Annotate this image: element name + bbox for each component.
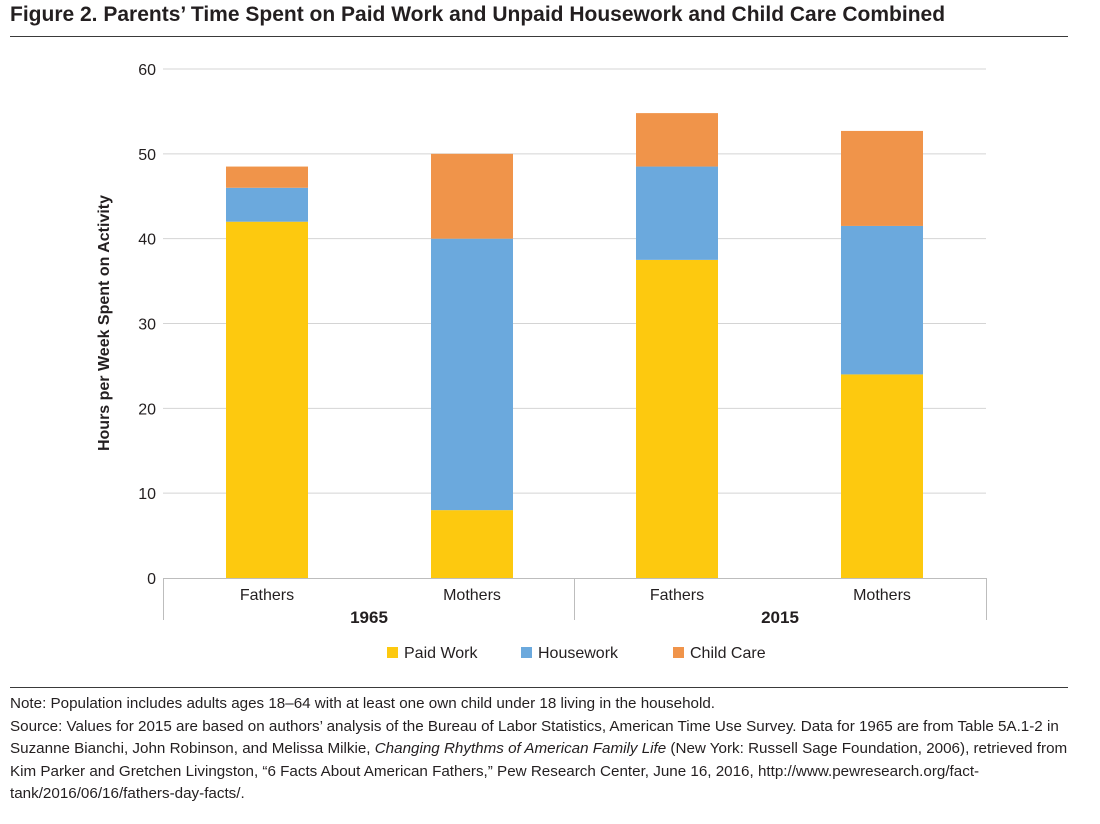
- group-label: 2015: [761, 608, 799, 627]
- title-rule: [10, 36, 1068, 37]
- x-category-label: Mothers: [443, 587, 501, 604]
- x-category-label: Mothers: [853, 587, 911, 604]
- bar-segment-housework: [841, 225, 923, 375]
- legend-label: Paid Work: [404, 645, 479, 662]
- group-label: 1965: [350, 608, 388, 627]
- bar-segment-housework: [226, 187, 308, 222]
- legend-label: Child Care: [690, 645, 766, 662]
- source-text-end: (New York: Russell Sage Foundation, 2006…: [10, 740, 1068, 802]
- bars: [226, 113, 923, 578]
- x-category-label: Fathers: [240, 587, 294, 604]
- bar-segment-housework: [636, 166, 718, 260]
- bar-segment-housework: [431, 238, 513, 511]
- category-axis: [163, 578, 987, 620]
- bar-segment-paid-work: [636, 259, 718, 578]
- figure-title: Figure 2. Parents’ Time Spent on Paid Wo…: [10, 3, 946, 26]
- legend-swatch: [673, 647, 684, 658]
- notes-rule: [10, 687, 1068, 688]
- y-tick-label: 0: [147, 571, 156, 588]
- y-tick-label: 60: [138, 62, 156, 79]
- source-text-start: Source: Values for 2015 are based on aut…: [10, 717, 1059, 758]
- stacked-bar-chart: 0 10 20 30 40 50 60 Fathers Mothers Fathers Mothe…: [96, 62, 987, 662]
- figure-notes: Note: Population includes adults ages 18…: [10, 693, 1072, 806]
- book-title: Changing Rhythms of American Family Life: [374, 740, 667, 757]
- y-tick-label: 20: [138, 401, 156, 418]
- y-tick-label: 50: [138, 147, 156, 164]
- bar-segment-paid-work: [431, 510, 513, 578]
- bar-segment-paid-work: [226, 221, 308, 578]
- bar-segment-child-care: [636, 113, 718, 167]
- legend-swatch: [521, 647, 532, 658]
- y-tick-label: 40: [138, 232, 156, 249]
- y-tick-labels: 0 10 20 30 40 50 60: [138, 62, 156, 588]
- group-labels: 1965 2015: [350, 608, 799, 627]
- bar-segment-child-care: [431, 153, 513, 239]
- y-tick-label: 10: [138, 486, 156, 503]
- bar-segment-child-care: [226, 166, 308, 188]
- bar-segment-paid-work: [841, 374, 923, 578]
- bar-segment-child-care: [841, 130, 923, 226]
- x-category-labels: Fathers Mothers Fathers Mothers: [240, 587, 911, 604]
- x-category-label: Fathers: [650, 587, 704, 604]
- source-text: Source: Values for 2015 are based on aut…: [10, 716, 1072, 806]
- y-axis-title: Hours per Week Spent on Activity: [96, 195, 113, 451]
- note-text: Note: Population includes adults ages 18…: [10, 695, 716, 712]
- legend-swatch: [387, 647, 398, 658]
- legend-label: Housework: [538, 645, 619, 662]
- y-tick-label: 30: [138, 317, 156, 334]
- legend: Paid Work Housework Child Care: [387, 645, 766, 662]
